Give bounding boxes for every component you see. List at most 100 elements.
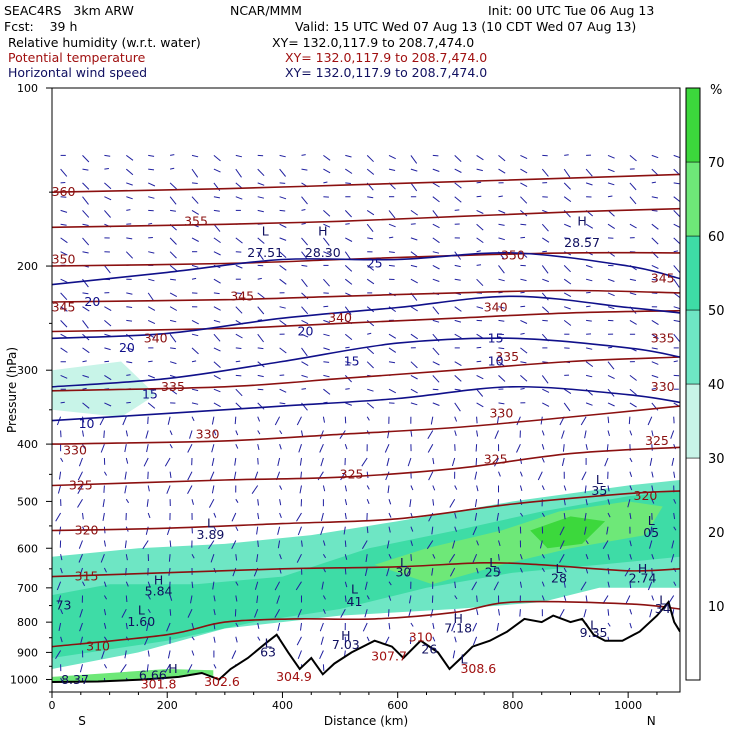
contour-label: 320: [75, 523, 99, 538]
wind-vector: [104, 154, 111, 157]
wind-vector: [494, 457, 499, 467]
wind-vector: [323, 154, 331, 161]
wind-vector: [585, 264, 593, 268]
wind-vector: [82, 443, 86, 449]
wind-vector: [542, 250, 547, 253]
wind-vector: [388, 595, 392, 601]
wind-vector: [432, 402, 440, 406]
wind-vector: [563, 485, 567, 491]
wind-vector: [55, 650, 62, 660]
wind-vector: [432, 553, 436, 559]
y-tick-label: 500: [17, 495, 38, 508]
wind-vector: [388, 154, 396, 160]
extremum-label: L: [207, 516, 214, 531]
wind-vector: [366, 361, 374, 369]
wind-vector: [102, 512, 105, 521]
wind-vector: [388, 499, 392, 505]
wind-vector: [427, 430, 434, 440]
wind-vector: [472, 554, 478, 563]
wind-vector: [211, 457, 215, 467]
wind-vector: [146, 664, 149, 672]
extremum-label: L: [489, 555, 496, 570]
wind-vector: [235, 264, 243, 269]
wind-vector: [169, 196, 177, 205]
wind-vector: [454, 196, 462, 203]
wind-vector: [213, 526, 217, 532]
wind-vector: [296, 512, 302, 522]
wind-vector: [629, 182, 637, 191]
wind-vector: [257, 512, 260, 520]
wind-vector: [301, 430, 304, 437]
wind-vector: [474, 512, 478, 521]
wind-vector: [366, 526, 369, 534]
wind-vector: [452, 540, 456, 549]
wind-vector: [126, 374, 131, 376]
wind-vector: [520, 182, 528, 188]
theta-contour-330: [52, 405, 680, 445]
wind-vector: [409, 595, 412, 604]
wind-vector: [77, 498, 83, 508]
extremum-label: 27.51: [247, 245, 283, 260]
wind-vector: [55, 512, 62, 522]
wind-vector: [410, 168, 418, 172]
speed-contours: [52, 251, 680, 422]
wind-vector: [146, 444, 149, 453]
wind-vector: [585, 361, 594, 368]
wind-vector: [476, 223, 484, 231]
wind-vector: [607, 306, 615, 310]
y-axis-label: Pressure (hPa): [5, 347, 19, 433]
wind-vector: [454, 388, 461, 391]
wind-vector: [60, 401, 65, 404]
wind-vector: [323, 374, 330, 378]
extremum-label: H: [168, 661, 177, 676]
wind-vector: [323, 278, 330, 287]
wind-vector: [366, 402, 375, 409]
wind-vector: [606, 526, 609, 535]
wind-vector: [297, 609, 302, 618]
wind-vector: [563, 499, 566, 506]
extremum-label: L: [400, 555, 407, 570]
colorbar-band-4: [685, 161, 701, 237]
wind-vector: [323, 223, 331, 228]
wind-vector: [629, 485, 633, 491]
wind-vector: [493, 581, 499, 591]
wind-vector: [364, 581, 368, 590]
wind-vector: [607, 223, 615, 230]
contour-label: 325: [69, 478, 93, 493]
wind-vector: [257, 622, 260, 629]
wind-vector: [584, 430, 587, 439]
wind-vector: [673, 265, 680, 273]
wind-vector: [77, 485, 83, 495]
wind-vector: [520, 332, 525, 335]
wind-vector: [585, 444, 588, 451]
wind-vector: [520, 387, 525, 390]
wind-vector: [541, 444, 545, 450]
contour-label: 25: [367, 255, 383, 270]
wind-vector: [169, 581, 171, 590]
wind-vector: [213, 347, 221, 352]
wind-vector: [410, 485, 414, 491]
y-tick-label: 600: [17, 542, 38, 555]
wind-vector: [209, 471, 215, 481]
wind-vector: [629, 554, 632, 560]
wind-vector: [629, 622, 632, 629]
wind-vector: [476, 485, 479, 492]
wind-vector: [651, 387, 656, 390]
wind-vector: [498, 347, 505, 350]
wind-vector: [607, 361, 615, 370]
wind-vector: [301, 196, 308, 205]
wind-vector: [166, 622, 171, 632]
wind-vector: [651, 498, 655, 504]
theta-contour-315: [52, 561, 680, 578]
wind-vector: [607, 416, 610, 424]
wind-vector: [385, 471, 390, 481]
wind-vector: [322, 416, 325, 423]
wind-vector: [235, 374, 242, 377]
wind-vector: [344, 554, 348, 560]
wind-vector: [257, 636, 261, 641]
wind-vector: [563, 182, 571, 190]
wind-vector: [57, 485, 62, 494]
wind-vector: [191, 347, 199, 355]
wind-vector: [82, 210, 90, 218]
wind-vector: [426, 540, 434, 550]
